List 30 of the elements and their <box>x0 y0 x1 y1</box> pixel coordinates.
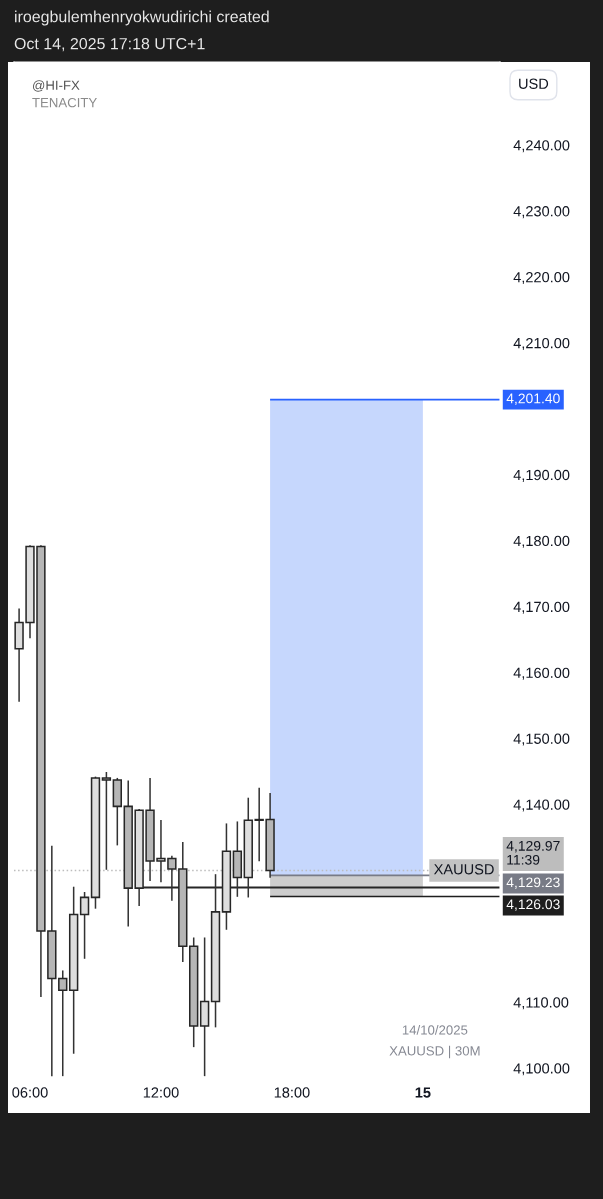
ref-line-label: 4,126.03 <box>506 899 560 911</box>
y-tick-label: 4,220.00 <box>513 272 570 285</box>
y-tick-label: 4,140.00 <box>513 799 570 812</box>
ref-line-label: 4,201.40 <box>506 393 560 405</box>
candlestick <box>79 891 90 959</box>
annotation: @HI-FX <box>33 80 80 92</box>
y-axis-title: USD <box>519 78 549 89</box>
annotation: XAUUSD | 30M <box>389 1045 480 1059</box>
candlestick <box>101 771 112 870</box>
y-tick-label: 4,100.00 <box>513 1063 570 1076</box>
y-tick-label: 4,240.00 <box>513 140 570 153</box>
x-tick-label: 12:00 <box>143 1087 179 1098</box>
x-tick-label: 15 <box>415 1087 431 1098</box>
y-tick-label: 4,230.00 <box>513 206 570 219</box>
y-tick-label: 4,190.00 <box>513 469 570 482</box>
chart-subtitle: Oct 14, 2025 17:18 UTC+1 <box>14 37 205 52</box>
y-tick-label: 4,160.00 <box>513 667 570 680</box>
annotation: XAUUSD <box>433 864 494 875</box>
y-tick-label: 4,180.00 <box>513 535 570 548</box>
y-tick-label: 4,150.00 <box>513 733 570 746</box>
y-tick-label: 4,110.00 <box>513 997 569 1010</box>
chart-title: iroegbulemhenryokwudirichi created <box>15 10 269 26</box>
ref-line-label: 4,129.23 <box>506 877 560 889</box>
x-tick-label: 18:00 <box>274 1087 310 1098</box>
x-tick-label: 06:00 <box>12 1087 48 1098</box>
annotation: TENACITY <box>32 97 97 108</box>
ref-line-label: 4,129.97 11:39 <box>506 840 560 865</box>
y-tick-label: 4,210.00 <box>513 337 570 351</box>
y-tick-label: 4,170.00 <box>513 601 570 614</box>
annotation: 14/10/2025 <box>402 1024 468 1035</box>
